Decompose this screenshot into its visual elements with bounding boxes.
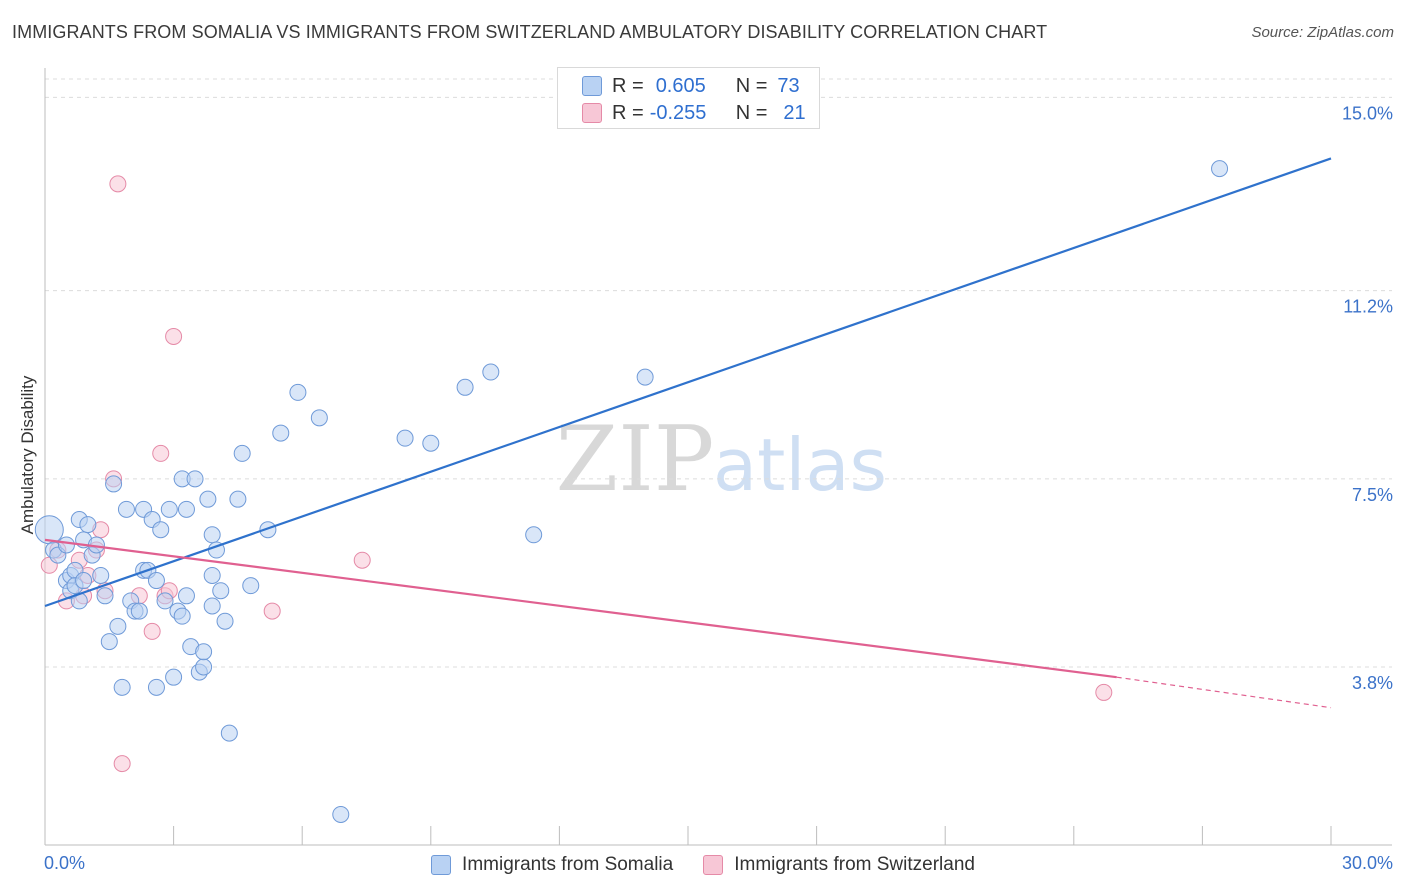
switzerland-point: [353, 551, 371, 569]
somalia-point: [203, 526, 221, 544]
somalia-point: [117, 500, 135, 518]
watermark-zip: ZIP: [556, 407, 715, 512]
switzerland-trendline: [44, 538, 1117, 679]
somalia-point: [147, 678, 165, 696]
x-tick-label: 0.0%: [44, 853, 85, 873]
somalia-point: [636, 368, 654, 386]
switzerland-point: [263, 602, 281, 620]
switzerland-point: [143, 622, 161, 640]
source-label: Source: ZipAtlas.com: [1251, 24, 1394, 41]
legend-label-somalia: Immigrants from Somalia: [462, 854, 674, 875]
somalia-point: [105, 475, 123, 493]
somalia-point: [195, 658, 213, 676]
somalia-point: [272, 424, 290, 442]
somalia-point: [156, 592, 174, 610]
chart-title: IMMIGRANTS FROM SOMALIA VS IMMIGRANTS FR…: [12, 22, 1048, 42]
legend-item-somalia: Immigrants from Somalia: [431, 854, 673, 876]
somalia-point: [186, 470, 204, 488]
y-tick-label: 11.2%: [1343, 297, 1393, 317]
somalia-point: [199, 490, 217, 508]
switzerland-point: [1095, 683, 1113, 701]
legend-r-value: -0.255: [649, 101, 707, 124]
legend-r-value: 0.605: [655, 74, 706, 97]
switzerland-point: [109, 175, 127, 193]
somalia-point: [195, 643, 213, 661]
correlation-legend: R = 0.605 N = 73 R = -0.255 N = 21: [557, 67, 820, 129]
series-legend: Immigrants from Somalia Immigrants from …: [0, 852, 1406, 878]
somalia-point: [177, 587, 195, 605]
somalia-point: [152, 521, 170, 539]
somalia-point: [233, 444, 251, 462]
somalia-point: [332, 805, 350, 823]
somalia-trendline: [44, 157, 1332, 608]
somalia-point: [396, 429, 414, 447]
somalia-point: [216, 612, 234, 630]
legend-r-label: R =: [612, 101, 644, 124]
somalia-point: [57, 536, 75, 554]
somalia-point: [147, 572, 165, 590]
legend-n-value: 73: [777, 74, 800, 97]
somalia-point: [220, 724, 238, 742]
somalia-point: [242, 577, 260, 595]
somalia-point: [456, 378, 474, 396]
somalia-point: [1211, 160, 1229, 178]
somalia-point: [79, 516, 97, 534]
somalia-point: [177, 500, 195, 518]
legend-swatch-switzerland: [582, 103, 602, 123]
y-tick-label: 7.5%: [1352, 485, 1393, 505]
y-tick-label: 15.0%: [1342, 103, 1393, 123]
legend-item-switzerland: Immigrants from Switzerland: [703, 854, 975, 876]
somalia-point: [525, 526, 543, 544]
switzerland-trendline-extension: [1116, 676, 1332, 709]
somalia-point: [203, 566, 221, 584]
somalia-point: [75, 572, 93, 590]
legend-swatch-somalia: [582, 76, 602, 96]
legend-r-label: R =: [612, 74, 644, 97]
somalia-point: [130, 602, 148, 620]
legend-n-label: N =: [735, 101, 768, 124]
somalia-point: [96, 587, 114, 605]
switzerland-point: [113, 755, 131, 773]
legend-row-somalia: R = 0.605 N = 73: [582, 74, 800, 98]
somalia-point: [173, 607, 191, 625]
legend-label-switzerland: Immigrants from Switzerland: [734, 854, 975, 875]
somalia-point: [229, 490, 247, 508]
y-tick-label: 3.8%: [1352, 673, 1393, 693]
somalia-point: [212, 582, 230, 600]
somalia-point: [160, 500, 178, 518]
watermark-atlas: atlas: [713, 423, 887, 507]
somalia-point: [259, 521, 277, 539]
somalia-point: [203, 597, 221, 615]
somalia-point: [165, 668, 183, 686]
somalia-point: [422, 434, 440, 452]
somalia-point: [92, 566, 110, 584]
switzerland-point: [165, 327, 183, 345]
somalia-point: [113, 678, 131, 696]
somalia-point: [289, 383, 307, 401]
legend-swatch-somalia: [431, 855, 452, 875]
somalia-point: [482, 363, 500, 381]
somalia-point: [109, 617, 127, 635]
legend-row-switzerland: R = -0.255 N = 21: [582, 101, 806, 125]
somalia-point: [100, 633, 118, 651]
somalia-point: [310, 409, 328, 427]
legend-n-value: 21: [783, 101, 806, 124]
switzerland-point: [152, 444, 170, 462]
x-tick-label: 30.0%: [1342, 853, 1393, 873]
legend-swatch-switzerland: [703, 855, 724, 875]
legend-n-label: N =: [735, 74, 768, 97]
